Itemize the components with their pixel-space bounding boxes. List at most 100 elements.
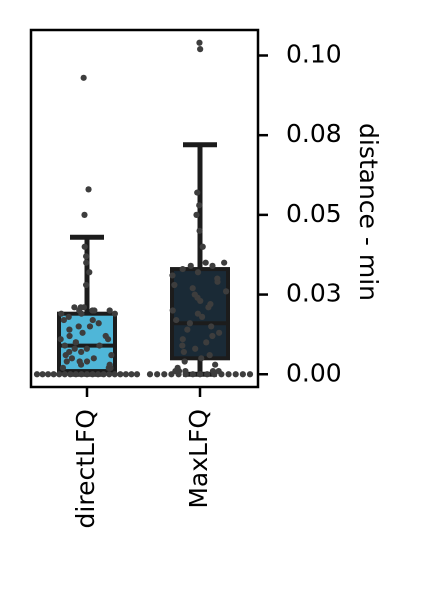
data-point [63,358,70,365]
data-point [239,371,246,378]
data-point [100,371,107,378]
x-tick-label-MaxLFQ: MaxLFQ [184,409,213,509]
data-point [182,367,189,375]
data-point [83,371,91,378]
data-point [95,371,102,378]
data-point [196,39,203,46]
y-tick-label: 0.10 [286,40,342,69]
data-point [207,301,214,308]
data-point [67,371,74,378]
data-point [197,46,204,53]
data-point [179,342,186,349]
plot-frame [29,28,260,389]
data-point [83,253,90,260]
data-point [66,348,73,356]
data-point [81,243,88,250]
data-point [89,316,96,324]
data-point [215,367,222,375]
data-point [186,320,194,327]
data-point [117,371,124,378]
data-point [206,352,213,359]
data-point [59,364,67,371]
data-point [208,323,215,330]
data-point [198,355,205,362]
y-axis-label: distance - min [354,123,383,301]
data-point [184,326,191,333]
data-point [196,371,204,378]
data-point [146,371,154,378]
data-point [85,186,92,193]
data-point [128,371,135,378]
data-point [45,371,52,378]
data-point [179,336,186,343]
data-point [66,326,73,333]
data-point [72,371,79,378]
data-point [106,307,113,314]
data-point [198,313,206,320]
y-tick-label: 0.00 [286,358,342,387]
data-point [212,361,219,368]
data-point [83,345,90,352]
data-point [61,342,68,349]
plot-area [33,39,254,378]
data-point [78,348,85,356]
data-point [189,371,196,378]
data-point [75,323,82,330]
data-point [80,304,88,311]
swarm-points [33,74,141,378]
data-point [96,342,103,349]
series-directLFQ [33,74,141,378]
data-point [65,313,72,320]
data-point [203,339,210,346]
data-point [169,272,176,279]
data-point [111,310,118,317]
data-point [192,345,199,352]
data-point [209,332,216,340]
y-tick-label: 0.08 [286,119,342,148]
data-point [61,371,68,378]
data-point [95,320,102,327]
data-point [76,358,83,365]
data-point [66,332,73,340]
data-point [246,371,254,378]
data-point [83,281,90,289]
data-point [72,339,79,346]
data-point [202,259,209,266]
data-point [86,323,94,330]
data-point [225,371,232,378]
data-point [214,275,221,282]
data-point [106,371,113,378]
data-point [79,329,86,336]
data-point [80,74,87,81]
data-point [108,352,115,359]
data-point [68,355,76,362]
data-point [57,336,64,343]
data-point [191,291,198,298]
y-tick-label: 0.03 [286,279,342,308]
data-point [106,361,113,368]
data-point [189,285,196,292]
axes: 0.00 0.03 0.05 0.08 0.10 directLFQ MaxLFQ [29,28,342,528]
data-point [222,288,230,295]
data-point [161,371,168,378]
data-point [58,310,65,317]
data-point [209,262,216,269]
data-point [174,364,181,371]
data-point [102,332,109,340]
data-point [194,189,201,196]
data-point [122,371,129,378]
data-point [196,227,203,234]
data-point [89,307,96,314]
data-point [232,371,239,378]
data-point [89,371,96,378]
data-point [83,259,90,266]
data-point [204,371,211,378]
data-point [78,371,85,378]
data-point [221,259,228,266]
data-point [199,243,206,250]
data-point [209,367,217,375]
data-point [173,316,180,324]
data-point [83,358,91,365]
data-point [71,304,78,311]
data-point [171,281,178,289]
